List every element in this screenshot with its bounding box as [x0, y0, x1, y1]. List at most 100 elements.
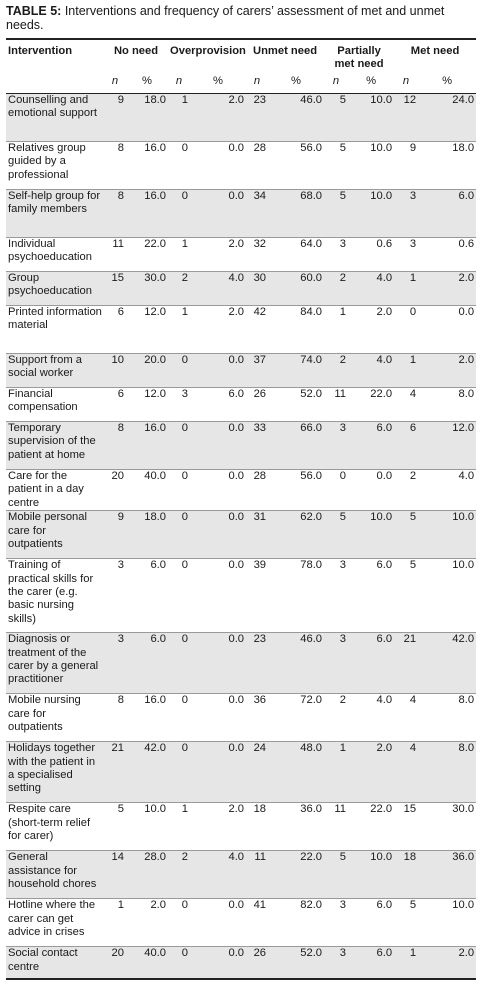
count-cell: 1 [168, 237, 191, 272]
count-cell: 3 [394, 189, 419, 238]
count-cell: 0 [168, 189, 191, 238]
count-cell: 6 [104, 305, 126, 354]
count-cell: 26 [246, 387, 269, 422]
count-cell: 18 [246, 802, 269, 852]
percent-cell: 6.0 [126, 558, 169, 634]
percent-cell: 10.0 [126, 802, 169, 852]
percent-cell: 28.0 [126, 850, 169, 900]
count-cell: 5 [394, 558, 419, 634]
percent-cell: 78.0 [268, 558, 325, 634]
count-cell: 3 [168, 387, 191, 422]
count-cell: 1 [324, 741, 349, 804]
intervention-name: Respite care (short-term relief for care… [6, 802, 104, 852]
percent-cell: 10.0 [418, 898, 477, 948]
header-blank [6, 73, 104, 94]
percent-cell: 0.6 [348, 237, 395, 272]
caption-text: Interventions and frequency of carers’ a… [6, 4, 445, 32]
percent-cell: 10.0 [418, 510, 477, 560]
count-cell: 9 [394, 141, 419, 190]
percent-cell: 30.0 [126, 271, 169, 306]
percent-cell: 40.0 [126, 946, 169, 980]
intervention-name: Hotline where the carer can get advice i… [6, 898, 104, 948]
table-row: Support from a social worker 10 20.0 0 0.0 37… [6, 353, 477, 388]
percent-cell: 0.0 [190, 353, 247, 388]
percent-cell: 0.0 [190, 946, 247, 980]
count-cell: 0 [168, 141, 191, 190]
percent-cell: 0.0 [190, 421, 247, 470]
count-cell: 11 [246, 850, 269, 900]
intervention-name: Relatives group guided by a professional [6, 141, 104, 190]
subheader-n: n [246, 73, 269, 94]
percent-cell: 2.0 [126, 898, 169, 948]
table-row: General assistance for household chores 1… [6, 850, 477, 900]
count-cell: 3 [324, 558, 349, 634]
percent-cell: 66.0 [268, 421, 325, 470]
percent-cell: 18.0 [126, 93, 169, 142]
percent-cell: 82.0 [268, 898, 325, 948]
subheader-pct: % [126, 73, 169, 94]
header-overprovision: Overprovision [168, 38, 247, 73]
intervention-name: Social contact centre [6, 946, 104, 980]
count-cell: 37 [246, 353, 269, 388]
count-cell: 21 [104, 741, 126, 804]
count-cell: 6 [394, 421, 419, 470]
count-cell: 2 [324, 353, 349, 388]
percent-cell: 2.0 [190, 802, 247, 852]
table-row: Care for the patient in a day centre 20 40… [6, 469, 477, 512]
count-cell: 4 [394, 741, 419, 804]
count-cell: 23 [246, 93, 269, 142]
percent-cell: 4.0 [348, 271, 395, 306]
count-cell: 8 [104, 421, 126, 470]
intervention-name: Counselling and emotional support [6, 93, 104, 142]
table-row: Printed information material 6 12.0 1 2.0 42 8… [6, 305, 477, 354]
intervention-name: Training of practical skills for the car… [6, 558, 104, 634]
percent-cell: 36.0 [418, 850, 477, 900]
intervention-name: Mobile personal care for outpatients [6, 510, 104, 560]
count-cell: 0 [168, 558, 191, 634]
count-cell: 20 [104, 946, 126, 980]
percent-cell: 16.0 [126, 421, 169, 470]
count-cell: 0 [168, 469, 191, 512]
count-cell: 11 [324, 387, 349, 422]
subheader-pct: % [190, 73, 247, 94]
percent-cell: 0.6 [418, 237, 477, 272]
count-cell: 3 [324, 898, 349, 948]
count-cell: 4 [394, 387, 419, 422]
count-cell: 1 [324, 305, 349, 354]
count-cell: 31 [246, 510, 269, 560]
count-cell: 3 [104, 558, 126, 634]
percent-cell: 0.0 [348, 469, 395, 512]
count-cell: 20 [104, 469, 126, 512]
percent-cell: 84.0 [268, 305, 325, 354]
percent-cell: 12.0 [418, 421, 477, 470]
count-cell: 3 [324, 421, 349, 470]
percent-cell: 42.0 [418, 632, 477, 695]
intervention-name: Temporary supervision of the patient at … [6, 421, 104, 470]
count-cell: 5 [324, 850, 349, 900]
count-cell: 41 [246, 898, 269, 948]
table-row: Mobile personal care for outpatients 9 18.… [6, 510, 477, 560]
count-cell: 3 [324, 946, 349, 980]
table-row: Diagnosis or treatment of the carer by a… [6, 632, 477, 695]
count-cell: 1 [168, 802, 191, 852]
intervention-name: Holidays together with the patient in a … [6, 741, 104, 804]
percent-cell: 6.0 [418, 189, 477, 238]
percent-cell: 4.0 [190, 850, 247, 900]
percent-cell: 6.0 [348, 558, 395, 634]
count-cell: 5 [394, 898, 419, 948]
count-cell: 0 [168, 421, 191, 470]
table-row: Social contact centre 20 40.0 0 0.0 26 52.0 3 6.… [6, 946, 477, 980]
percent-cell: 72.0 [268, 693, 325, 743]
percent-cell: 0.0 [190, 558, 247, 634]
percent-cell: 6.0 [348, 421, 395, 470]
subheader-pct: % [418, 73, 477, 94]
intervention-name: Self-help group for family members [6, 189, 104, 238]
count-cell: 30 [246, 271, 269, 306]
count-cell: 0 [324, 469, 349, 512]
count-cell: 0 [168, 898, 191, 948]
count-cell: 36 [246, 693, 269, 743]
percent-cell: 60.0 [268, 271, 325, 306]
intervention-name: Individual psychoeducation [6, 237, 104, 272]
percent-cell: 2.0 [190, 237, 247, 272]
percent-cell: 0.0 [190, 141, 247, 190]
